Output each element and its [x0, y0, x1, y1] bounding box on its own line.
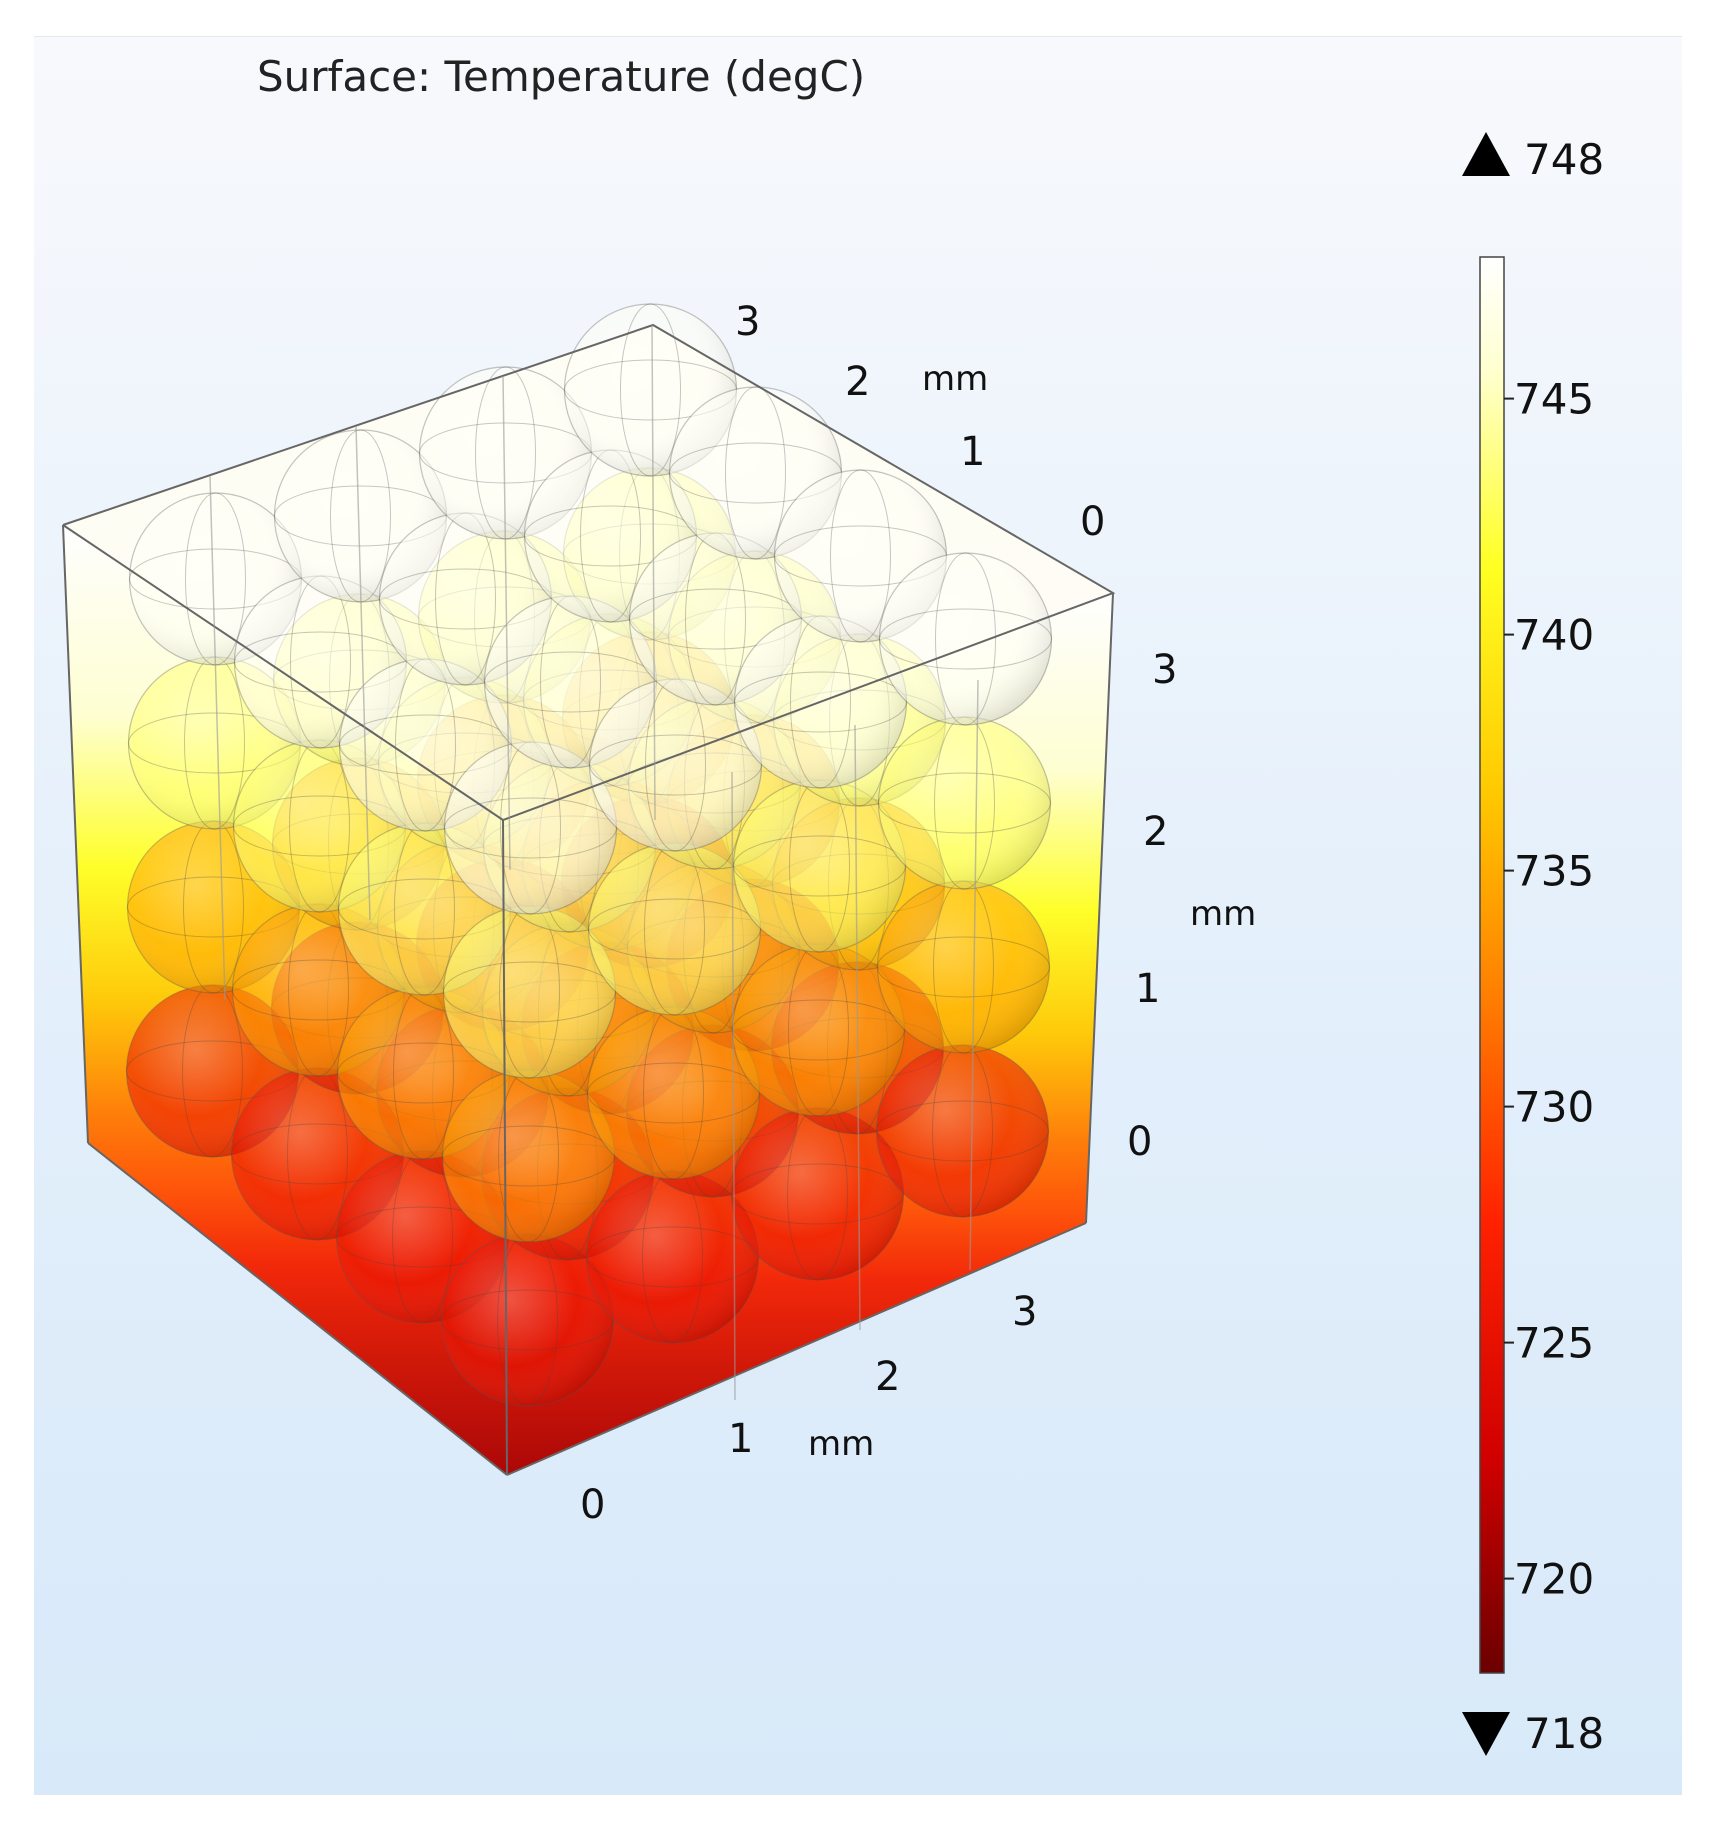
cube-edges [62, 323, 1116, 1476]
sphere [876, 880, 1051, 1054]
axis-x-tick-label: 0 [1080, 499, 1105, 545]
axis-y-unit: mm [808, 1424, 874, 1464]
axis-x-tick-label: 3 [735, 299, 760, 345]
cube-right-edge [1085, 592, 1114, 1224]
sphere-layer [125, 303, 1053, 1407]
colorbar-tick-label: 745 [1514, 375, 1594, 424]
sphere [875, 1044, 1050, 1218]
sphere [588, 678, 763, 852]
sphere [587, 842, 762, 1016]
cube-front-edge [502, 819, 508, 1476]
axis-x-tick-label: 2 [845, 359, 870, 405]
axis-z-tick-label: 1 [1135, 966, 1160, 1012]
axis-x-top: 0 1 2 3 mm [735, 299, 1105, 545]
sphere [732, 779, 907, 953]
axis-z-vertical: 0 1 2 3 mm [1127, 647, 1256, 1165]
axis-y-bottom: 0 1 2 3 mm [580, 1289, 1037, 1528]
axis-y-tick-label: 1 [728, 1416, 753, 1462]
sphere [586, 1006, 761, 1180]
colorbar-tick-label: 740 [1514, 611, 1594, 660]
cube-bottom-left-edge [87, 1142, 508, 1476]
axis-x-unit: mm [922, 359, 988, 399]
axis-z-tick-label: 0 [1127, 1119, 1152, 1165]
cube-left-edge [62, 524, 89, 1144]
colorbar-max-arrow-icon [1462, 132, 1510, 176]
colorbar-tick-label: 730 [1514, 1083, 1594, 1132]
axis-x-tick-label: 1 [960, 429, 985, 475]
cube-bottom-right-edge [506, 1222, 1087, 1476]
sphere [877, 716, 1052, 890]
colorbar-min-arrow-icon [1462, 1712, 1510, 1756]
axis-y-tick-label: 3 [1012, 1289, 1037, 1335]
axis-y-tick-label: 2 [875, 1354, 900, 1400]
colorbar [1479, 256, 1505, 1674]
colorbar-max-label: 748 [1524, 135, 1604, 184]
colorbar-min-label: 718 [1524, 1709, 1604, 1758]
plot-title: Surface: Temperature (degC) [257, 52, 866, 101]
colorbar-tick-label: 725 [1514, 1319, 1594, 1368]
sphere [878, 552, 1053, 726]
axis-z-tick-label: 2 [1143, 809, 1168, 855]
sphere [731, 943, 906, 1117]
sphere [730, 1107, 905, 1281]
axis-z-unit: mm [1190, 894, 1256, 934]
colorbar-tick-label: 720 [1514, 1555, 1594, 1604]
sphere [442, 905, 617, 1079]
cube-gridlines [209, 324, 979, 1401]
axis-y-tick-label: 0 [580, 1482, 605, 1528]
colorbar-tick-label: 735 [1514, 847, 1594, 896]
colorbar-ticks: 720 725 730 735 740 745 [1504, 375, 1594, 1604]
sphere [440, 1233, 615, 1407]
axis-z-tick-label: 3 [1152, 647, 1177, 693]
sphere [585, 1170, 760, 1344]
